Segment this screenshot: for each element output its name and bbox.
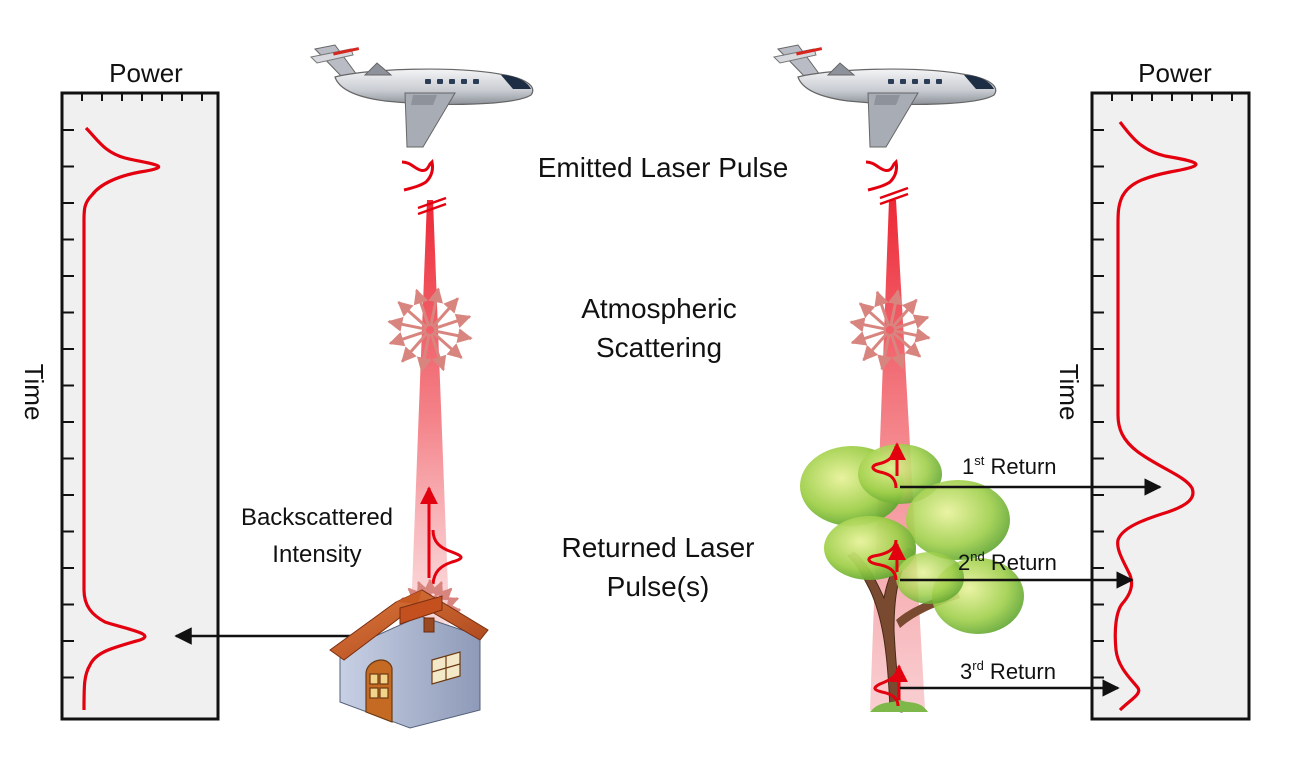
returned-label-line1: Returned Laser <box>561 532 754 563</box>
scatter-arrow <box>432 331 463 359</box>
scatter-arrow <box>397 301 428 329</box>
tree-icon <box>800 444 1024 713</box>
scatter-arrow <box>850 329 887 346</box>
left-time-label: Time <box>19 364 49 421</box>
right-power-label: Power <box>1138 58 1212 88</box>
right-waveform <box>1113 121 1198 712</box>
first-return-label: 1st Return <box>962 453 1057 479</box>
left-break-mark-2 <box>417 202 447 216</box>
right-scatter-arrows <box>849 289 931 371</box>
scatter-arrow <box>858 302 888 329</box>
left-returned-pulse <box>431 529 463 585</box>
scatter-arrow <box>431 297 459 328</box>
atmospheric-label-line2: Scattering <box>596 332 722 363</box>
scatter-arrow <box>889 333 906 370</box>
scatter-arrow <box>387 316 427 332</box>
left-beam-cone <box>410 200 450 640</box>
right-waveform-panel: Power Time <box>1054 58 1251 721</box>
left-scatter-arrows <box>387 287 473 373</box>
scatter-arrow <box>429 333 447 372</box>
house-icon <box>329 589 489 729</box>
atmospheric-label-line1: Atmospheric <box>581 293 737 324</box>
right-time-label: Time <box>1054 364 1084 421</box>
scatter-arrow <box>388 329 427 347</box>
right-break-mark-1 <box>879 186 909 200</box>
right-emitted-pulse <box>865 158 898 192</box>
scatter-arrow <box>893 327 931 343</box>
scatter-arrow <box>428 287 444 327</box>
left-panel-ticks <box>62 93 203 679</box>
scatter-arrow <box>892 331 922 358</box>
returned-label-line2: Pulse(s) <box>607 571 710 602</box>
airplane-icon <box>309 44 534 148</box>
left-emitted-pulse <box>401 158 434 192</box>
backscatter-label-line1: Backscattered <box>241 504 393 531</box>
scatter-arrow <box>891 298 918 328</box>
scatter-arrow <box>401 332 429 363</box>
left-waveform <box>82 126 160 711</box>
scatter-arrow <box>862 332 889 362</box>
right-return-markers <box>867 442 1162 707</box>
right-panel-ticks <box>1092 93 1233 679</box>
left-waveform-panel: Power Time <box>19 58 220 721</box>
emitted-pulse-label: Emitted Laser Pulse <box>538 152 789 183</box>
scatter-arrow <box>433 328 473 344</box>
airplane-icon <box>772 44 997 148</box>
left-laser-beam <box>174 158 473 645</box>
left-power-label: Power <box>109 58 183 88</box>
second-return-label: 2nd Return <box>958 549 1057 575</box>
scatter-arrow <box>416 333 432 373</box>
scatter-arrow <box>413 288 431 327</box>
scatter-arrow <box>893 314 930 331</box>
scatter-arrow <box>874 290 891 327</box>
backscatter-label-line2: Intensity <box>272 541 361 568</box>
scatter-arrow <box>849 317 887 333</box>
right-break-mark-2 <box>879 192 909 206</box>
third-return-label: 3rd Return <box>960 658 1056 684</box>
left-break-mark-1 <box>417 196 447 210</box>
scatter-arrow <box>877 333 893 371</box>
scatter-arrow <box>887 289 903 327</box>
scatter-arrow <box>433 313 472 331</box>
